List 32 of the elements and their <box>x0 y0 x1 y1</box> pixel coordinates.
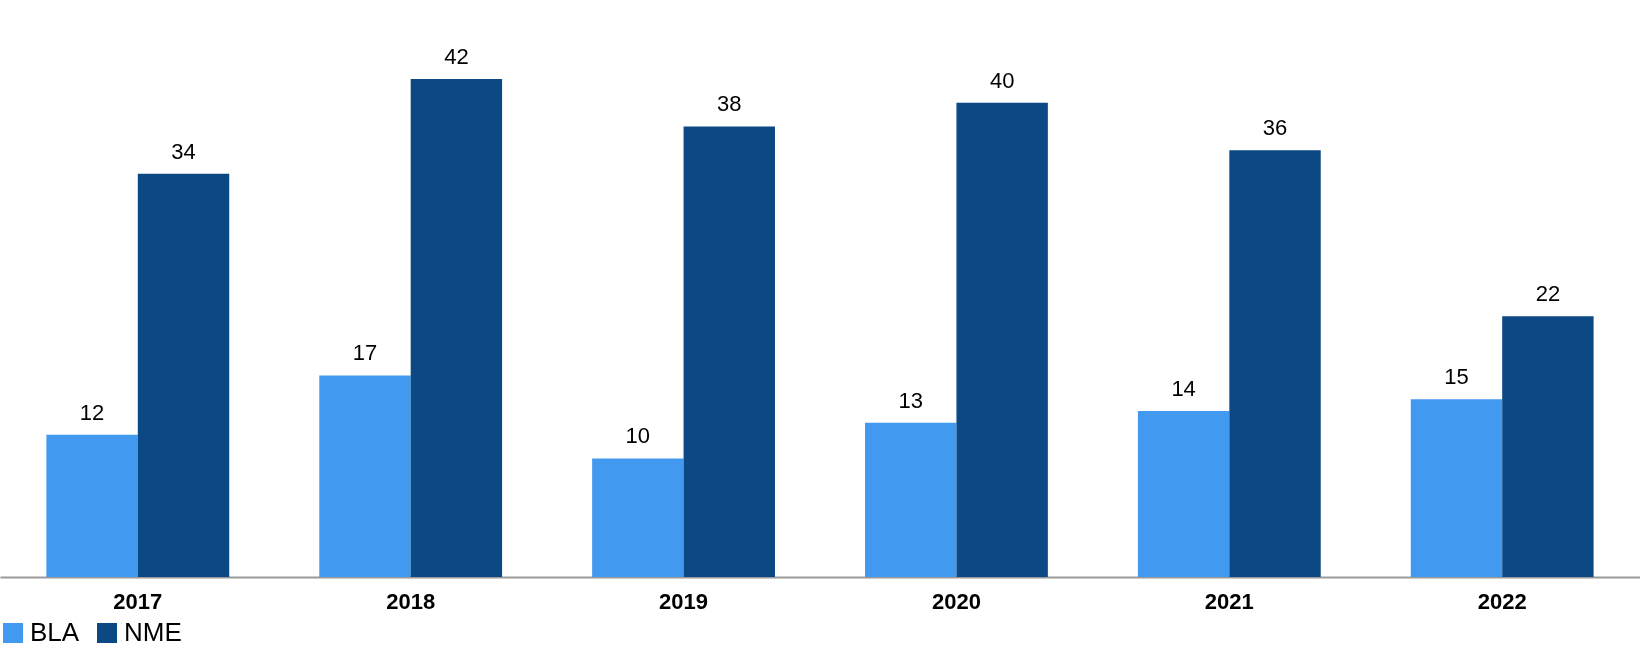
x-tick-label: 2022 <box>1477 588 1527 614</box>
bar <box>956 102 1048 577</box>
data-label: 12 <box>79 399 105 425</box>
data-label: 14 <box>1171 376 1196 401</box>
data-label: 38 <box>717 91 742 117</box>
data-label: 36 <box>1262 115 1288 141</box>
x-tick-label: 2017 <box>113 588 163 614</box>
x-tick-label: 2018 <box>386 588 436 614</box>
x-tick-label: 2020 <box>931 588 981 614</box>
x-tick-label: 2021 <box>1204 588 1254 614</box>
bar <box>1410 399 1503 577</box>
bar <box>1229 150 1321 577</box>
data-label: 17 <box>352 340 378 366</box>
bar <box>683 126 775 577</box>
x-tick-label: 2019 <box>659 588 709 614</box>
data-label: 40 <box>989 67 1015 93</box>
bar <box>865 422 957 577</box>
data-label: 10 <box>625 423 651 449</box>
bar <box>410 79 503 577</box>
data-label: 42 <box>444 44 469 69</box>
bar <box>1502 316 1594 577</box>
bar <box>592 458 684 577</box>
legend-label: NME <box>124 617 182 647</box>
legend-label: BLA <box>30 617 80 647</box>
data-label: 22 <box>1535 281 1561 307</box>
data-label: 34 <box>171 138 196 164</box>
bar <box>46 434 138 577</box>
data-label: 13 <box>898 387 923 413</box>
bar <box>137 173 230 577</box>
bar <box>1137 411 1230 577</box>
bar <box>319 375 411 577</box>
data-label: 15 <box>1444 364 1469 390</box>
